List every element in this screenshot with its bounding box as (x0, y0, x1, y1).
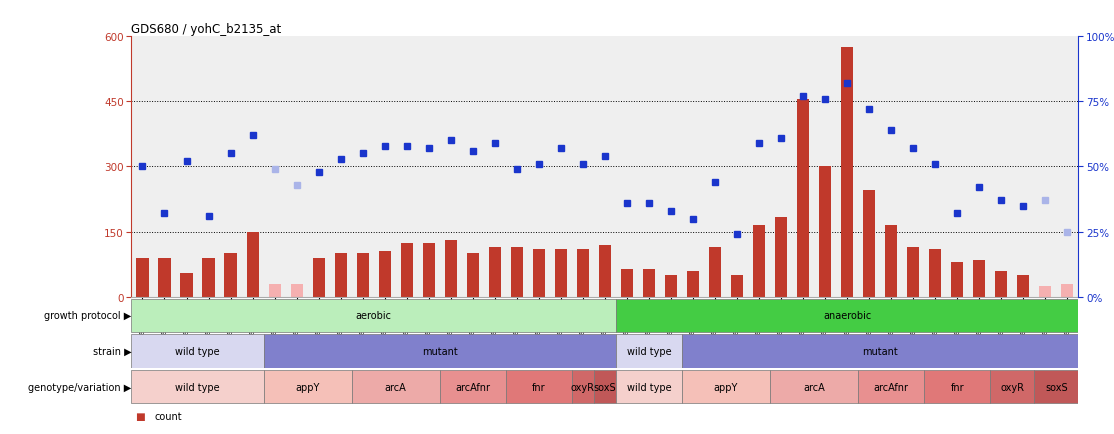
Bar (401, 243, 413, 297)
Bar (510, 247, 522, 297)
Bar (379, 252, 391, 297)
Bar (131, 370, 264, 403)
Bar (687, 271, 700, 297)
Bar (731, 276, 743, 297)
Bar (356, 254, 369, 297)
Bar (555, 250, 567, 297)
Bar (131, 335, 264, 368)
Text: wild type: wild type (627, 346, 672, 356)
Bar (440, 370, 506, 403)
Bar (995, 271, 1007, 297)
Bar (506, 370, 571, 403)
Text: appY: appY (295, 382, 320, 391)
Bar (1039, 286, 1052, 297)
Bar (264, 335, 616, 368)
Bar (571, 370, 594, 403)
Bar (158, 258, 170, 297)
Text: aerobic: aerobic (355, 311, 392, 320)
Bar (467, 254, 479, 297)
Text: wild type: wild type (627, 382, 672, 391)
Bar (616, 370, 682, 403)
Bar (1062, 284, 1074, 297)
Text: ■: ■ (135, 411, 145, 421)
Text: wild type: wild type (175, 346, 219, 356)
Bar (770, 370, 858, 403)
Bar (929, 250, 941, 297)
Text: fnr: fnr (950, 382, 964, 391)
Text: strain ▶: strain ▶ (92, 346, 131, 356)
Text: anaerobic: anaerobic (823, 311, 871, 320)
Bar (599, 245, 610, 297)
Bar (489, 247, 501, 297)
Text: soxS: soxS (1045, 382, 1067, 391)
Bar (620, 269, 633, 297)
Bar (268, 284, 281, 297)
Bar (180, 273, 193, 297)
Text: arcAfnr: arcAfnr (456, 382, 490, 391)
Text: arcA: arcA (384, 382, 407, 391)
Text: growth protocol ▶: growth protocol ▶ (45, 311, 131, 320)
Bar (352, 370, 440, 403)
Bar (1017, 276, 1029, 297)
Text: arcA: arcA (803, 382, 825, 391)
Text: mutant: mutant (862, 346, 898, 356)
Bar (974, 260, 985, 297)
Text: GDS680 / yohC_b2135_at: GDS680 / yohC_b2135_at (131, 23, 282, 36)
Bar (990, 370, 1034, 403)
Bar (246, 232, 258, 297)
Bar (291, 284, 303, 297)
Bar (616, 299, 1078, 332)
Text: appY: appY (714, 382, 739, 391)
Text: oxyR: oxyR (570, 382, 595, 391)
Bar (203, 258, 215, 297)
Bar (886, 226, 897, 297)
Bar (863, 191, 876, 297)
Bar (819, 167, 831, 297)
Bar (925, 370, 990, 403)
Bar (577, 250, 589, 297)
Bar (775, 217, 788, 297)
Bar (753, 226, 765, 297)
Bar (334, 254, 346, 297)
Bar (709, 247, 721, 297)
Bar (313, 258, 324, 297)
Text: mutant: mutant (422, 346, 458, 356)
Text: oxyR: oxyR (1000, 382, 1024, 391)
Bar (841, 48, 853, 297)
Text: wild type: wild type (175, 382, 219, 391)
Bar (532, 250, 545, 297)
Text: fnr: fnr (532, 382, 546, 391)
Bar (682, 335, 1078, 368)
Bar (444, 241, 457, 297)
Bar (131, 299, 616, 332)
Bar (665, 276, 677, 297)
Text: genotype/variation ▶: genotype/variation ▶ (28, 382, 131, 391)
Bar (682, 370, 770, 403)
Bar (858, 370, 925, 403)
Bar (907, 247, 919, 297)
Bar (225, 254, 236, 297)
Bar (594, 370, 616, 403)
Text: count: count (155, 411, 183, 421)
Bar (1034, 370, 1078, 403)
Bar (264, 370, 352, 403)
Bar (797, 100, 809, 297)
Bar (643, 269, 655, 297)
Bar (136, 258, 148, 297)
Text: arcAfnr: arcAfnr (873, 382, 909, 391)
Text: soxS: soxS (594, 382, 616, 391)
Bar (616, 335, 682, 368)
Bar (951, 263, 964, 297)
Bar (422, 243, 434, 297)
